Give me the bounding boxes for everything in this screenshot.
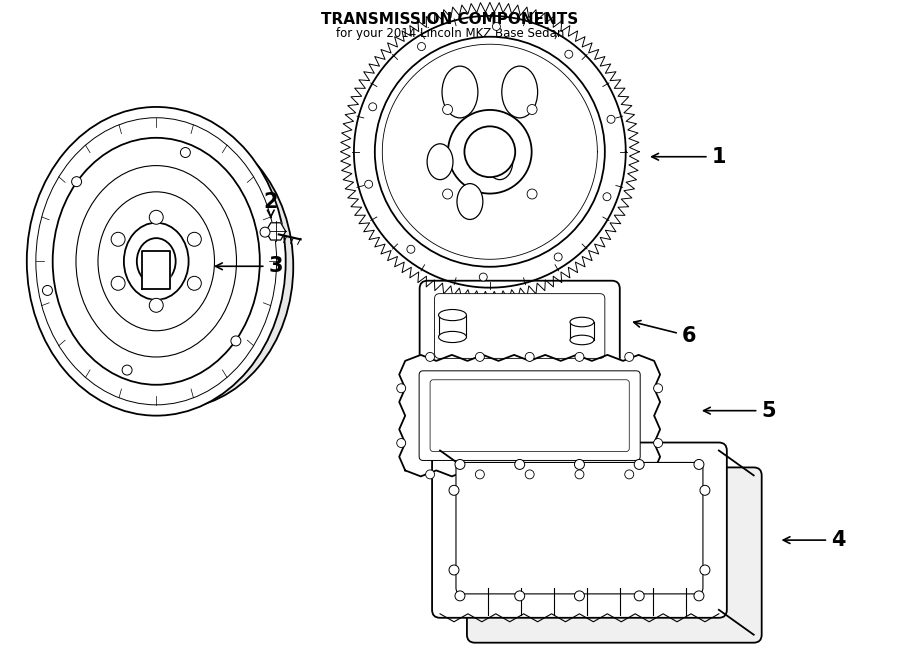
Ellipse shape [53,137,260,385]
Ellipse shape [124,223,189,300]
Circle shape [515,591,525,601]
Circle shape [397,438,406,447]
Circle shape [526,352,534,362]
Polygon shape [149,299,163,309]
Circle shape [694,459,704,469]
Ellipse shape [570,335,594,345]
Ellipse shape [457,184,483,219]
FancyBboxPatch shape [435,293,605,358]
Ellipse shape [442,66,478,118]
Circle shape [407,245,415,253]
Circle shape [575,470,584,479]
Text: 6: 6 [634,321,697,346]
FancyBboxPatch shape [430,380,629,451]
Polygon shape [112,278,125,287]
Circle shape [443,189,453,199]
Circle shape [112,276,125,290]
Circle shape [231,336,241,346]
Circle shape [634,459,644,469]
Ellipse shape [55,125,293,408]
FancyBboxPatch shape [456,463,703,594]
Circle shape [625,352,634,362]
Ellipse shape [137,238,176,284]
Ellipse shape [27,107,285,416]
Circle shape [149,210,163,224]
Ellipse shape [438,331,466,342]
Circle shape [475,470,484,479]
Polygon shape [149,212,163,221]
Circle shape [449,485,459,495]
Circle shape [554,253,562,261]
Ellipse shape [428,144,453,180]
Polygon shape [266,223,285,240]
Circle shape [369,103,377,111]
Ellipse shape [98,192,214,330]
Ellipse shape [502,66,537,118]
Ellipse shape [76,166,237,357]
Text: TRANSMISSION COMPONENTS: TRANSMISSION COMPONENTS [321,13,579,27]
Text: 2: 2 [264,192,278,217]
Polygon shape [112,234,125,243]
Text: 5: 5 [704,401,776,420]
Polygon shape [187,234,202,243]
Circle shape [526,470,534,479]
Ellipse shape [570,317,594,327]
Circle shape [443,104,453,114]
Circle shape [374,37,605,267]
Circle shape [448,110,532,194]
Circle shape [72,176,82,186]
FancyBboxPatch shape [432,442,727,618]
Ellipse shape [438,309,466,321]
Circle shape [653,384,662,393]
Text: 1: 1 [652,147,726,167]
Circle shape [418,42,426,50]
Text: for your 2014 Lincoln MKZ Base Sedan: for your 2014 Lincoln MKZ Base Sedan [336,27,564,40]
Text: 4: 4 [783,530,846,550]
Polygon shape [400,355,660,477]
Circle shape [112,232,125,247]
Circle shape [653,438,662,447]
Ellipse shape [487,144,513,180]
Ellipse shape [36,118,276,405]
Circle shape [603,193,611,201]
Circle shape [397,384,406,393]
Polygon shape [142,251,170,289]
Circle shape [180,147,191,157]
Circle shape [455,591,465,601]
Circle shape [527,189,537,199]
Circle shape [455,459,465,469]
Circle shape [426,470,435,479]
Circle shape [700,565,710,575]
Circle shape [574,591,584,601]
FancyBboxPatch shape [419,371,640,461]
Circle shape [42,286,52,295]
Circle shape [492,22,500,30]
Circle shape [575,352,584,362]
Circle shape [149,298,163,312]
Circle shape [122,365,132,375]
Circle shape [364,180,373,188]
FancyBboxPatch shape [467,467,761,642]
Circle shape [449,565,459,575]
Circle shape [625,470,634,479]
Circle shape [565,50,572,58]
Circle shape [574,459,584,469]
Circle shape [464,126,515,177]
Circle shape [694,591,704,601]
Circle shape [515,459,525,469]
Polygon shape [340,3,639,301]
Circle shape [634,591,644,601]
Circle shape [475,352,484,362]
Circle shape [480,273,487,281]
Circle shape [260,227,270,237]
Polygon shape [187,278,202,287]
Circle shape [187,276,202,290]
Circle shape [527,104,537,114]
FancyBboxPatch shape [419,281,620,371]
Circle shape [607,115,615,123]
Circle shape [426,352,435,362]
Circle shape [187,232,202,247]
Circle shape [700,485,710,495]
Text: 3: 3 [216,256,283,276]
